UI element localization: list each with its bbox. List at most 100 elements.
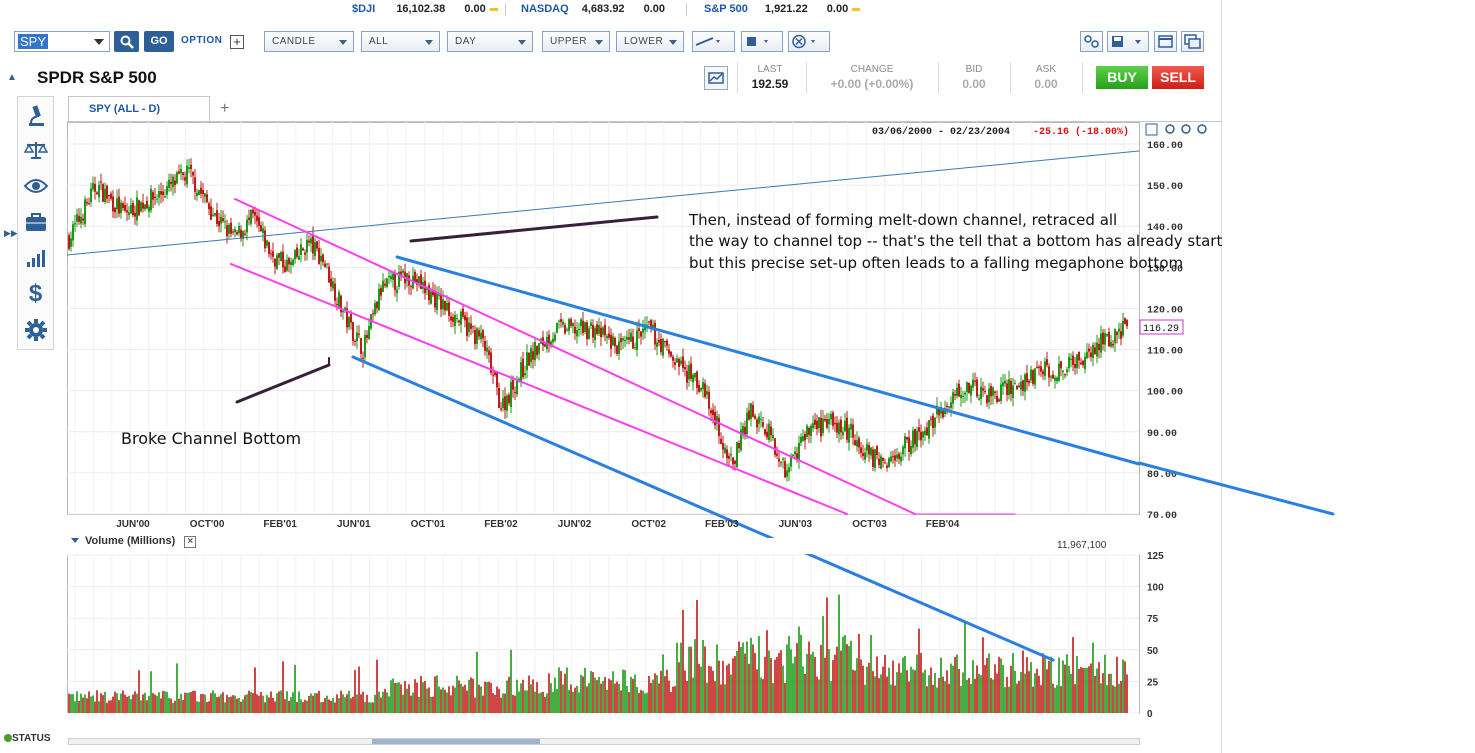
research-button[interactable] [18, 99, 53, 133]
volume-bar [352, 696, 354, 713]
compare-button[interactable] [18, 133, 53, 167]
volume-bar [1102, 673, 1104, 713]
candle-body [720, 438, 722, 444]
volume-bar [594, 677, 596, 713]
delete-drawing-tool[interactable] [788, 31, 830, 52]
interval-dropdown[interactable]: DAY [447, 31, 533, 52]
zoom-fit-icon[interactable] [1145, 123, 1158, 136]
settings-button[interactable] [18, 313, 53, 347]
chart-snapshot-button[interactable] [704, 66, 728, 90]
candle-body [874, 449, 876, 468]
trade-button[interactable]: $ [18, 277, 53, 311]
candle-body [1114, 328, 1116, 344]
volume-bar [818, 679, 820, 713]
candle-body [192, 172, 194, 176]
candle-body [452, 317, 454, 322]
candle-body [300, 244, 302, 255]
volume-bar [280, 690, 282, 713]
volume-bar [582, 676, 584, 713]
sell-button[interactable]: SELL [1152, 66, 1204, 89]
watch-button[interactable] [18, 169, 53, 203]
volume-bar [486, 682, 488, 713]
ticker-change: 0.00 [464, 3, 486, 15]
search-button[interactable] [114, 31, 139, 52]
buy-button[interactable]: BUY [1096, 66, 1148, 89]
candle-body [908, 437, 910, 452]
candle-body [256, 215, 258, 222]
zoom-controls[interactable] [1145, 123, 1207, 136]
volume-bar [538, 693, 540, 713]
candle-body [92, 183, 94, 190]
candle-body [862, 453, 864, 457]
add-tab-button[interactable]: + [220, 100, 230, 117]
candle-body [924, 430, 926, 435]
volume-bar [190, 692, 192, 713]
volume-bar [692, 677, 694, 713]
zoom-out-icon[interactable] [1181, 124, 1191, 134]
shape-tool[interactable] [741, 31, 783, 52]
volume-bar [422, 682, 424, 713]
volume-bar [106, 702, 108, 713]
expand-panel-icon[interactable]: ▶▶ [4, 228, 18, 238]
lower-indicator-dropdown[interactable]: LOWER [616, 31, 684, 52]
volume-bars [68, 594, 1128, 713]
range-dropdown[interactable]: ALL [361, 31, 440, 52]
zoom-reset-icon[interactable] [1197, 124, 1207, 134]
chart-scrollbar[interactable] [68, 738, 1140, 745]
option-add-icon[interactable]: + [230, 35, 244, 49]
portfolio-button[interactable] [18, 205, 53, 239]
ticker-sp500[interactable]: S&P 500 1,921.22 0.00 [704, 3, 861, 15]
candle-body [942, 410, 944, 418]
volume-collapse-icon[interactable] [71, 538, 79, 543]
candle-body [910, 445, 912, 455]
candle-body [150, 188, 152, 211]
go-button[interactable]: GO [144, 31, 174, 52]
ticker-dji[interactable]: $DJI 16,102.38 0.00 [352, 3, 498, 15]
volume-bar [920, 653, 922, 713]
candle-body [616, 345, 618, 354]
save-tool[interactable] [1107, 31, 1149, 52]
volume-bar [138, 670, 140, 713]
layout-tool[interactable] [1154, 31, 1177, 52]
chevron-down-icon[interactable] [94, 39, 104, 45]
volume-bar [232, 695, 234, 713]
zoom-in-icon[interactable] [1165, 124, 1175, 134]
volume-bar [376, 659, 378, 713]
chart-type-dropdown[interactable]: CANDLE [264, 31, 354, 52]
volume-bar [720, 684, 722, 713]
volume-bar [554, 677, 556, 713]
chart-tab[interactable]: SPY (ALL - D) [68, 96, 210, 121]
settings-tool[interactable] [1080, 31, 1103, 52]
candle-body [596, 324, 598, 334]
volume-bar [1000, 658, 1002, 713]
analysis-button[interactable] [18, 241, 53, 275]
volume-bar [950, 663, 952, 713]
volume-bar [394, 683, 396, 713]
draw-line-tool[interactable] [692, 31, 735, 52]
volume-bar [574, 687, 576, 713]
chevron-down-icon [595, 40, 603, 45]
volume-bar [246, 694, 248, 713]
candle-body [554, 334, 556, 341]
candle-body [798, 442, 800, 461]
volume-bar [1116, 656, 1118, 713]
ticker-nasdaq[interactable]: NASDAQ 4,683.92 0.00 [521, 3, 665, 15]
candle-body [1002, 382, 1004, 387]
status-indicator[interactable]: STATUS [4, 733, 51, 744]
collapse-up-icon[interactable]: ▲ [7, 72, 17, 83]
price-tick-label: 160.00 [1147, 141, 1183, 152]
volume-bar [230, 696, 232, 713]
candle-body [438, 294, 440, 296]
price-chart[interactable]: 160.00 150.00 140.00 130.00 120.00 110.00 100.… [67, 122, 1222, 718]
close-volume-icon[interactable]: × [184, 536, 197, 548]
scroll-thumb[interactable] [372, 739, 540, 744]
candle-body [402, 270, 404, 273]
candle-body [214, 213, 216, 216]
volume-bar [916, 654, 918, 713]
symbol-input[interactable]: SPY [14, 31, 110, 52]
popout-tool[interactable] [1181, 31, 1204, 52]
upper-indicator-dropdown[interactable]: UPPER [542, 31, 610, 52]
candle-body [1062, 370, 1064, 372]
candle-body [920, 431, 922, 441]
candle-body [350, 313, 352, 323]
